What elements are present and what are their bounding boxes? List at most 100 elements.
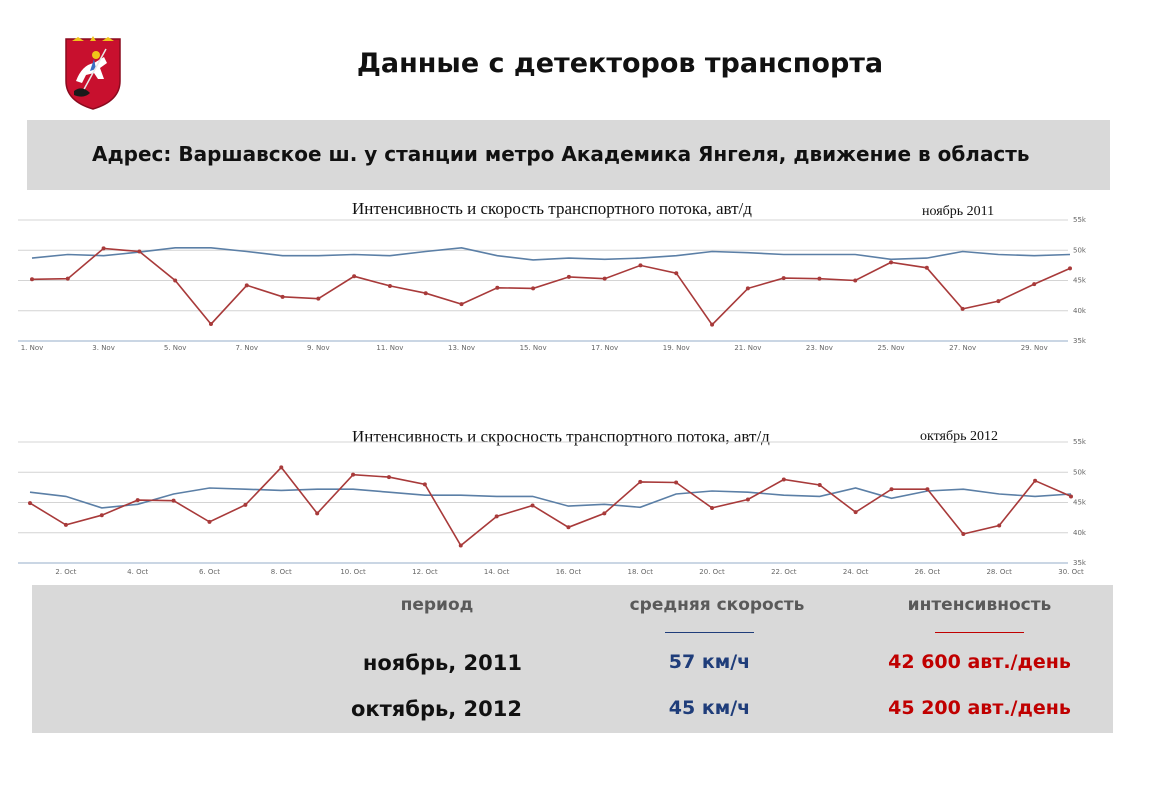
intensity-point [207, 519, 212, 524]
intensity-series-line [31, 247, 1071, 326]
intensity-point [889, 487, 894, 492]
intensity-point [602, 276, 607, 281]
x-tick-label: 5. Nov [164, 344, 187, 352]
x-tick-label: 10. Oct [340, 568, 366, 576]
intensity-point [960, 306, 965, 311]
x-tick-label: 29. Nov [1021, 344, 1048, 352]
intensity-point [924, 265, 929, 270]
x-tick-label: 20. Oct [699, 568, 725, 576]
x-tick-label: 24. Oct [843, 568, 869, 576]
x-tick-label: 23. Nov [806, 344, 833, 352]
intensity-point [101, 246, 106, 251]
x-tick-label: 16. Oct [556, 568, 582, 576]
x-tick-label: 13. Nov [448, 344, 475, 352]
intensity-point [745, 497, 750, 502]
intensity-point [28, 501, 32, 506]
intensity-point [997, 523, 1002, 528]
chart-period-label: октябрь 2012 [920, 429, 998, 444]
intensity-point [961, 531, 966, 536]
intensity-point [63, 522, 68, 527]
intensity-point [137, 249, 142, 254]
x-tick-label: 25. Nov [878, 344, 905, 352]
speed-series-line [31, 246, 1071, 261]
y-tick-label: 45k [1073, 277, 1087, 285]
x-tick-label: 12. Oct [412, 568, 438, 576]
y-tick-label: 40k [1073, 307, 1087, 315]
intensity-point [996, 299, 1001, 304]
y-tick-label: 55k [1073, 438, 1087, 446]
x-tick-label: 8. Oct [271, 568, 292, 576]
x-tick-label: 26. Oct [915, 568, 941, 576]
intensity-point [315, 511, 320, 516]
intensity-point [710, 322, 715, 327]
intensity-point [674, 271, 679, 276]
intensity-underline [935, 632, 1024, 633]
intensity-point [208, 322, 213, 327]
intensity-point [244, 283, 249, 288]
x-tick-label: 3. Nov [92, 344, 115, 352]
x-tick-label: 18. Oct [628, 568, 654, 576]
y-tick-label: 50k [1073, 468, 1087, 476]
header-intensity: интенсивность [907, 595, 1052, 615]
intensity-point [817, 482, 822, 487]
intensity-point [853, 278, 858, 283]
intensity-point [531, 286, 536, 291]
chart-period-label: ноябрь 2011 [922, 204, 994, 219]
intensity-point [458, 543, 463, 548]
intensity-point [566, 525, 571, 530]
intensity-point [459, 302, 464, 307]
x-tick-label: 7. Nov [235, 344, 258, 352]
row-speed-0: 57 км/ч [668, 651, 751, 673]
y-tick-label: 50k [1073, 246, 1087, 254]
x-tick-label: 19. Nov [663, 344, 690, 352]
x-tick-label: 30. Oct [1058, 568, 1084, 576]
intensity-point [135, 498, 140, 503]
y-tick-label: 35k [1073, 337, 1087, 345]
intensity-point [1068, 266, 1072, 271]
x-tick-label: 2. Oct [55, 568, 76, 576]
row-intensity-1: 45 200 авт./день [888, 697, 1071, 719]
row-period-1: октябрь, 2012 [350, 697, 522, 721]
intensity-point [638, 263, 643, 268]
intensity-point [925, 487, 930, 492]
intensity-point [422, 482, 427, 487]
intensity-point [1069, 494, 1073, 499]
x-tick-label: 4. Oct [127, 568, 148, 576]
intensity-point [674, 480, 679, 485]
y-tick-label: 45k [1073, 499, 1087, 507]
x-tick-label: 21. Nov [734, 344, 761, 352]
intensity-point [1033, 478, 1038, 483]
intensity-point [316, 296, 321, 301]
x-tick-label: 14. Oct [484, 568, 510, 576]
chart-november-2011: Интенсивность и скорость транспортного п… [18, 199, 1087, 352]
intensity-point [494, 514, 499, 519]
intensity-point [781, 276, 786, 281]
intensity-point [65, 276, 70, 281]
intensity-point [173, 278, 178, 283]
speed-series-line [29, 487, 1072, 509]
intensity-point [853, 510, 858, 515]
intensity-point [243, 502, 248, 507]
page-title: Данные с детекторов транспорта [356, 48, 884, 79]
summary-table: период средняя скорость интенсивность но… [32, 585, 1113, 733]
y-tick-label: 40k [1073, 529, 1087, 537]
intensity-point [817, 276, 822, 281]
address-bar: Адрес: Варшавское ш. у станции метро Ака… [27, 120, 1110, 190]
x-tick-label: 17. Nov [591, 344, 618, 352]
x-tick-label: 11. Nov [376, 344, 403, 352]
chart-october-2012: Интенсивность и скросность транспортного… [18, 427, 1087, 576]
intensity-point [602, 511, 607, 516]
chart-title: Интенсивность и скросность транспортного… [352, 427, 770, 446]
row-speed-1: 45 км/ч [668, 697, 751, 719]
row-period-0: ноябрь, 2011 [362, 651, 522, 675]
intensity-point [638, 479, 643, 484]
intensity-point [99, 513, 104, 518]
intensity-series-line [29, 466, 1072, 547]
intensity-point [387, 283, 392, 288]
x-tick-label: 28. Oct [986, 568, 1012, 576]
intensity-point [566, 274, 571, 279]
intensity-point [279, 465, 284, 470]
intensity-point [351, 472, 356, 477]
x-tick-label: 9. Nov [307, 344, 330, 352]
x-tick-label: 27. Nov [949, 344, 976, 352]
